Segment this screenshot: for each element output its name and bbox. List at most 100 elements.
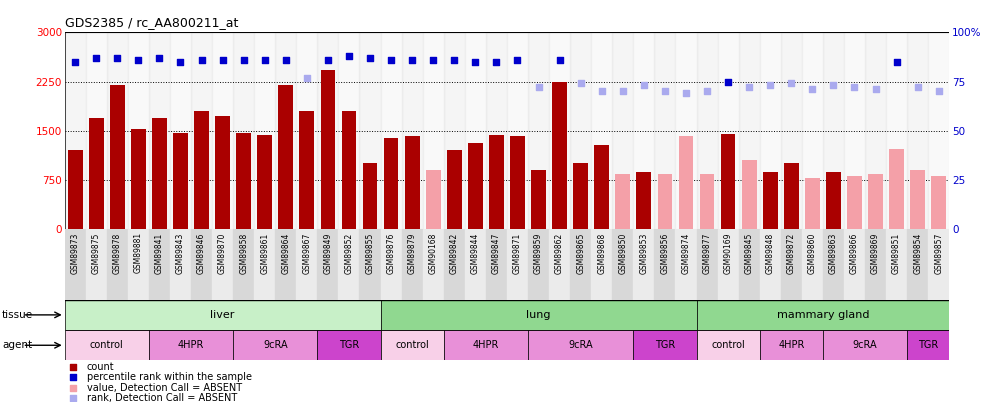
Point	[868, 86, 884, 93]
Text: GSM89863: GSM89863	[829, 232, 838, 274]
Bar	[865, 32, 886, 229]
Bar	[299, 111, 314, 229]
Bar	[317, 32, 338, 229]
Point	[151, 55, 167, 61]
Point	[783, 80, 799, 87]
Text: GDS2385 / rc_AA800211_at: GDS2385 / rc_AA800211_at	[65, 16, 238, 29]
Text: GSM89875: GSM89875	[91, 232, 100, 274]
Bar	[237, 133, 251, 229]
Bar	[574, 163, 588, 229]
Bar	[844, 229, 865, 300]
Text: GSM89845: GSM89845	[745, 232, 753, 274]
Point	[405, 57, 420, 63]
Text: 4HPR: 4HPR	[178, 340, 204, 350]
Text: GSM89857: GSM89857	[934, 232, 943, 274]
Bar	[528, 330, 633, 360]
Bar	[486, 229, 507, 300]
Text: GSM89844: GSM89844	[471, 232, 480, 274]
Bar	[468, 143, 483, 229]
Bar	[173, 133, 188, 229]
Bar	[110, 85, 124, 229]
Text: control: control	[89, 340, 123, 350]
Text: GSM89855: GSM89855	[366, 232, 375, 274]
Text: GSM89850: GSM89850	[618, 232, 627, 274]
Bar	[443, 330, 528, 360]
Point	[762, 82, 778, 89]
Bar	[697, 229, 718, 300]
Bar	[742, 160, 756, 229]
Point	[531, 84, 547, 91]
Text: agent: agent	[2, 340, 32, 350]
Bar	[422, 229, 443, 300]
Bar	[170, 32, 191, 229]
Bar	[296, 229, 317, 300]
Bar	[636, 172, 651, 229]
Bar	[425, 170, 440, 229]
Bar	[254, 32, 275, 229]
Text: GSM90168: GSM90168	[428, 232, 437, 274]
Bar	[823, 229, 844, 300]
Text: TGR: TGR	[655, 340, 675, 350]
Bar	[317, 229, 338, 300]
Bar	[759, 229, 780, 300]
Point	[341, 53, 357, 59]
Text: GSM89881: GSM89881	[134, 232, 143, 273]
Bar	[507, 229, 528, 300]
Point	[215, 57, 231, 63]
Bar	[928, 32, 949, 229]
Bar	[149, 32, 170, 229]
Point	[580, 64, 595, 71]
Text: 4HPR: 4HPR	[778, 340, 804, 350]
Bar	[384, 139, 399, 229]
Bar	[68, 150, 83, 229]
Text: 9cRA: 9cRA	[263, 340, 287, 350]
Bar	[65, 229, 85, 300]
Bar	[739, 229, 759, 300]
Text: percentile rank within the sample: percentile rank within the sample	[86, 372, 251, 382]
Bar	[890, 149, 904, 229]
Bar	[847, 177, 862, 229]
Point	[889, 59, 905, 65]
Bar	[528, 32, 549, 229]
Bar	[868, 174, 883, 229]
Text: GSM89843: GSM89843	[176, 232, 185, 274]
Bar	[571, 32, 591, 229]
Bar	[805, 178, 820, 229]
Bar	[697, 330, 759, 360]
Bar	[363, 163, 378, 229]
Point	[580, 256, 595, 262]
Point	[256, 57, 272, 63]
Bar	[381, 300, 697, 330]
Point	[742, 84, 757, 91]
Text: count: count	[86, 362, 114, 371]
Text: GSM89877: GSM89877	[703, 232, 712, 274]
Bar	[128, 32, 149, 229]
Point	[88, 55, 104, 61]
Bar	[510, 136, 525, 229]
Point	[580, 160, 595, 167]
Bar	[591, 32, 612, 229]
Text: GSM89873: GSM89873	[71, 232, 80, 274]
Text: 9cRA: 9cRA	[569, 340, 593, 350]
Point	[657, 88, 673, 95]
Bar	[422, 32, 443, 229]
Bar	[128, 229, 149, 300]
Bar	[447, 150, 461, 229]
Text: rank, Detection Call = ABSENT: rank, Detection Call = ABSENT	[86, 393, 237, 403]
Text: GSM90169: GSM90169	[724, 232, 733, 274]
Bar	[928, 229, 949, 300]
Bar	[85, 32, 106, 229]
Bar	[908, 32, 928, 229]
Text: lung: lung	[526, 310, 551, 320]
Bar	[654, 32, 676, 229]
Text: TGR: TGR	[339, 340, 359, 350]
Point	[593, 88, 609, 95]
Bar	[296, 32, 317, 229]
Bar	[865, 229, 886, 300]
Bar	[65, 330, 149, 360]
Text: GSM89867: GSM89867	[302, 232, 311, 274]
Point	[510, 57, 526, 63]
Bar	[612, 229, 633, 300]
Text: GSM89860: GSM89860	[808, 232, 817, 274]
Bar	[615, 174, 630, 229]
